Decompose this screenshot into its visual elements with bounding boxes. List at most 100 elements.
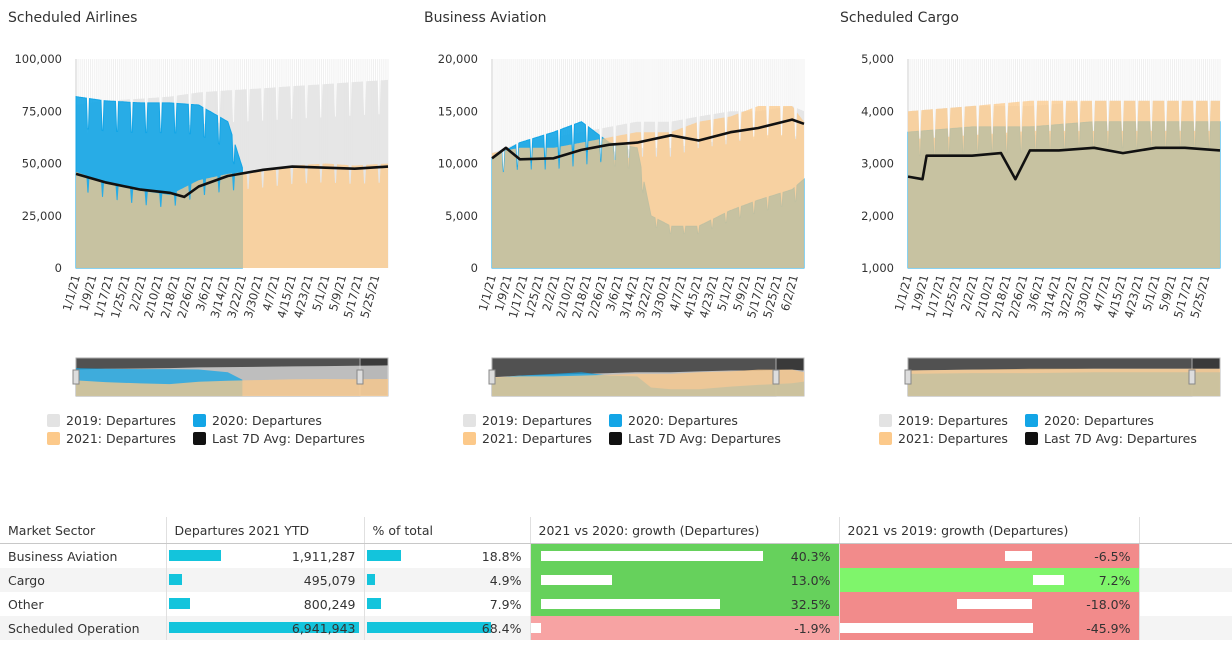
series-avg7d <box>75 165 389 199</box>
growth-2019-bar <box>956 599 1033 609</box>
legend-swatch <box>609 432 622 445</box>
legend-item-2020[interactable]: 2020: Departures <box>609 413 738 428</box>
growth-2020-cell: 40.3% <box>530 543 840 568</box>
series-2021 <box>492 106 804 268</box>
ytd-value: 1,911,287 <box>291 548 356 564</box>
growth-2020-cell: 32.5% <box>530 592 840 616</box>
legend-swatch <box>1025 432 1038 445</box>
column-header[interactable]: % of total <box>364 517 531 544</box>
series-2021 <box>76 163 388 268</box>
legend-item-avg7d[interactable]: Last 7D Avg: Departures <box>193 431 365 446</box>
sector-cell: Cargo <box>0 568 167 592</box>
growth-2020-bar <box>540 551 763 561</box>
pct-value: 68.4% <box>481 620 522 636</box>
pct-cell: 18.8% <box>364 543 531 568</box>
legend-item-2020[interactable]: 2020: Departures <box>1025 413 1154 428</box>
growth-2020-value: 13.0% <box>790 572 831 588</box>
legend-item-2019[interactable]: 2019: Departures <box>879 413 1008 428</box>
panel-scheduled-cargo: Scheduled Cargo 1,000 2,000 3,000 4,000 5,00… <box>832 0 1232 460</box>
sector-name: Scheduled Operation <box>8 620 140 636</box>
column-header[interactable]: Market Sector <box>0 517 167 544</box>
ytd-bar <box>168 622 359 633</box>
pct-cell: 7.9% <box>364 592 531 616</box>
legend-swatch <box>879 432 892 445</box>
column-header[interactable]: 2021 vs 2019: growth (Departures) <box>839 517 1140 544</box>
navigator-handle-left[interactable] <box>488 369 496 385</box>
pct-bar <box>366 622 491 633</box>
y-tick-label: 3,000 <box>861 157 894 171</box>
range-navigator[interactable] <box>72 357 389 397</box>
chart-business-aviation[interactable]: 05,00010,00015,00020,0001/1/211/9/211/17… <box>416 0 816 400</box>
growth-2020-bar <box>530 623 541 633</box>
navigator-handle-left[interactable] <box>904 369 912 385</box>
pct-cell: 68.4% <box>364 616 531 640</box>
growth-2019-value: -18.0% <box>1086 596 1131 612</box>
range-navigator[interactable] <box>488 357 805 397</box>
growth-2019-cell: 7.2% <box>839 568 1140 592</box>
table-row[interactable]: Business Aviation 1,911,287 18.8% 40.3% … <box>0 543 1232 568</box>
growth-2019-value: 7.2% <box>1098 572 1131 588</box>
panel-scheduled-airlines: Scheduled Airlines 0 25,000 50,000 75,000 10… <box>0 0 400 460</box>
legend-item-2021[interactable]: 2021: Departures <box>879 431 1008 446</box>
legend-item-avg7d[interactable]: Last 7D Avg: Departures <box>1025 431 1197 446</box>
legend-label: 2019: Departures <box>482 413 592 428</box>
navigator-handle-left[interactable] <box>72 369 80 385</box>
legend-item-2021[interactable]: 2021: Departures <box>463 431 592 446</box>
growth-2019-bar <box>839 623 1033 633</box>
navigator-series-2021 <box>908 368 1220 396</box>
table-row[interactable]: Other 800,249 7.9% 32.5% -18.0% <box>0 592 1232 616</box>
y-tick-label: 20,000 <box>438 52 478 66</box>
legend-swatch <box>463 432 476 445</box>
ytd-value: 800,249 <box>303 596 356 612</box>
sector-name: Business Aviation <box>8 548 118 564</box>
panel-business-aviation: Business Aviation 0 5,000 10,000 15,000 20,0… <box>416 0 816 460</box>
legend-item-2020[interactable]: 2020: Departures <box>193 413 322 428</box>
sector-cell: Scheduled Operation <box>0 616 167 640</box>
y-tick-label: 50,000 <box>22 157 62 171</box>
chart-title: Business Aviation <box>424 10 547 26</box>
growth-2020-value: -1.9% <box>794 620 831 636</box>
pct-value: 4.9% <box>489 572 522 588</box>
legend-swatch <box>47 414 60 427</box>
legend-item-2019[interactable]: 2019: Departures <box>463 413 592 428</box>
navigator-handle-right[interactable] <box>1188 369 1196 385</box>
sector-name: Cargo <box>8 572 45 588</box>
growth-2020-value: 40.3% <box>790 548 831 564</box>
legend-swatch <box>193 432 206 445</box>
chart-scheduled-cargo[interactable]: 1,0002,0003,0004,0005,0001/1/211/9/211/1… <box>832 0 1232 400</box>
growth-2019-value: -45.9% <box>1086 620 1131 636</box>
navigator-handle-right[interactable] <box>772 369 780 385</box>
legend-swatch <box>463 414 476 427</box>
column-header[interactable]: 2021 vs 2020: growth (Departures) <box>530 517 840 544</box>
table-row[interactable]: Cargo 495,079 4.9% 13.0% 7.2% <box>0 568 1232 592</box>
legend-label: 2020: Departures <box>1044 413 1154 428</box>
legend-label: Last 7D Avg: Departures <box>1044 431 1197 446</box>
legend-label: 2021: Departures <box>482 431 592 446</box>
row-spacer <box>1139 616 1232 640</box>
chart-scheduled-airlines[interactable]: 025,00050,00075,000100,0001/1/211/9/211/… <box>0 0 400 400</box>
pct-value: 7.9% <box>489 596 522 612</box>
sector-name: Other <box>8 596 44 612</box>
ytd-bar <box>168 550 221 561</box>
growth-2019-bar <box>1032 575 1064 585</box>
table-row[interactable]: Scheduled Operation 6,941,943 68.4% -1.9… <box>0 616 1232 640</box>
column-header-spacer <box>1139 517 1232 544</box>
legend-swatch <box>1025 414 1038 427</box>
navigator-handle-right[interactable] <box>356 369 364 385</box>
legend-item-2021[interactable]: 2021: Departures <box>47 431 176 446</box>
y-tick-label: 75,000 <box>22 104 62 118</box>
range-navigator[interactable] <box>904 357 1221 397</box>
chart-title: Scheduled Airlines <box>8 10 138 26</box>
legend-item-2019[interactable]: 2019: Departures <box>47 413 176 428</box>
table-header-row: Market Sector Departures 2021 YTD % of t… <box>0 517 1232 544</box>
legend-item-avg7d[interactable]: Last 7D Avg: Departures <box>609 431 781 446</box>
y-tick-label: 100,000 <box>14 52 62 66</box>
legend-label: 2019: Departures <box>66 413 176 428</box>
legend-label: 2021: Departures <box>66 431 176 446</box>
ytd-cell: 495,079 <box>166 568 365 592</box>
growth-2020-value: 32.5% <box>790 596 831 612</box>
ytd-bar <box>168 574 183 585</box>
column-header[interactable]: Departures 2021 YTD <box>166 517 365 544</box>
y-tick-label: 15,000 <box>438 104 478 118</box>
pct-bar <box>366 550 401 561</box>
